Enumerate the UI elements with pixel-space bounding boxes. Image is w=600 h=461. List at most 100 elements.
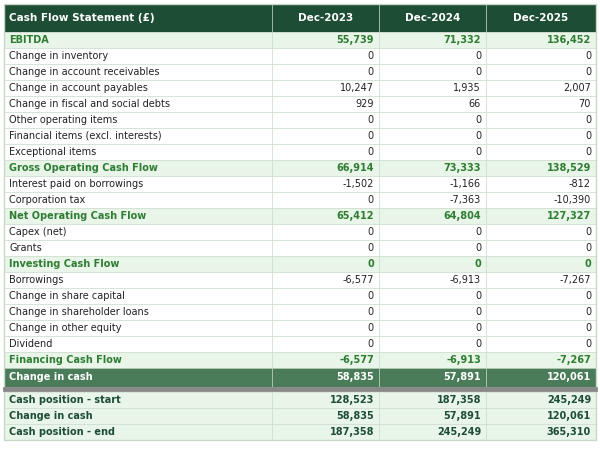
Text: 0: 0 [475,147,481,157]
Text: 0: 0 [368,227,374,237]
Text: 0: 0 [585,243,591,253]
FancyBboxPatch shape [4,64,272,80]
FancyBboxPatch shape [4,32,272,48]
Text: 71,332: 71,332 [443,35,481,45]
FancyBboxPatch shape [379,112,486,128]
FancyBboxPatch shape [379,64,486,80]
FancyBboxPatch shape [379,288,486,304]
FancyBboxPatch shape [4,176,272,192]
Text: -6,577: -6,577 [339,355,374,365]
FancyBboxPatch shape [4,160,272,176]
FancyBboxPatch shape [4,352,272,368]
Text: 0: 0 [368,339,374,349]
FancyBboxPatch shape [272,192,379,208]
FancyBboxPatch shape [4,192,272,208]
FancyBboxPatch shape [486,80,596,96]
Text: Change in other equity: Change in other equity [9,323,121,333]
Text: 0: 0 [367,259,374,269]
Text: 0: 0 [585,115,591,125]
FancyBboxPatch shape [4,256,272,272]
FancyBboxPatch shape [379,96,486,112]
FancyBboxPatch shape [486,368,596,387]
Text: 136,452: 136,452 [547,35,591,45]
FancyBboxPatch shape [486,112,596,128]
FancyBboxPatch shape [379,392,486,408]
FancyBboxPatch shape [486,176,596,192]
Text: Investing Cash Flow: Investing Cash Flow [9,259,119,269]
FancyBboxPatch shape [379,336,486,352]
FancyBboxPatch shape [272,96,379,112]
FancyBboxPatch shape [486,32,596,48]
Text: 127,327: 127,327 [547,211,591,221]
FancyBboxPatch shape [379,128,486,144]
Text: Change in account receivables: Change in account receivables [9,67,160,77]
Text: 0: 0 [368,291,374,301]
Text: -6,913: -6,913 [450,275,481,285]
FancyBboxPatch shape [4,4,272,32]
Text: EBITDA: EBITDA [9,35,49,45]
Text: 0: 0 [585,307,591,317]
FancyBboxPatch shape [486,392,596,408]
FancyBboxPatch shape [379,4,486,32]
FancyBboxPatch shape [379,32,486,48]
FancyBboxPatch shape [379,176,486,192]
FancyBboxPatch shape [486,304,596,320]
Text: Cash position - start: Cash position - start [9,395,121,405]
FancyBboxPatch shape [486,128,596,144]
FancyBboxPatch shape [486,160,596,176]
Text: 0: 0 [368,195,374,205]
Text: Net Operating Cash Flow: Net Operating Cash Flow [9,211,146,221]
Text: Change in inventory: Change in inventory [9,51,108,61]
Text: 57,891: 57,891 [443,411,481,421]
FancyBboxPatch shape [272,112,379,128]
FancyBboxPatch shape [379,80,486,96]
FancyBboxPatch shape [486,424,596,440]
FancyBboxPatch shape [272,424,379,440]
FancyBboxPatch shape [4,320,272,336]
Text: -7,267: -7,267 [560,275,591,285]
Text: 0: 0 [475,51,481,61]
FancyBboxPatch shape [4,48,272,64]
FancyBboxPatch shape [272,304,379,320]
FancyBboxPatch shape [486,224,596,240]
Text: 1,935: 1,935 [453,83,481,93]
Text: 0: 0 [585,131,591,141]
Text: 10,247: 10,247 [340,83,374,93]
FancyBboxPatch shape [4,224,272,240]
Text: 0: 0 [368,323,374,333]
Text: 0: 0 [368,51,374,61]
Text: 365,310: 365,310 [547,427,591,437]
FancyBboxPatch shape [4,208,272,224]
FancyBboxPatch shape [272,144,379,160]
Text: Cash position - end: Cash position - end [9,427,115,437]
Text: 120,061: 120,061 [547,411,591,421]
FancyBboxPatch shape [4,424,272,440]
FancyBboxPatch shape [272,160,379,176]
FancyBboxPatch shape [379,160,486,176]
FancyBboxPatch shape [486,256,596,272]
Text: -1,166: -1,166 [450,179,481,189]
Text: 0: 0 [585,51,591,61]
Text: -812: -812 [569,179,591,189]
Text: 0: 0 [585,227,591,237]
FancyBboxPatch shape [272,408,379,424]
FancyBboxPatch shape [272,288,379,304]
Text: Dec-2024: Dec-2024 [405,13,460,23]
Text: Financial items (excl. interests): Financial items (excl. interests) [9,131,161,141]
Text: 245,249: 245,249 [547,395,591,405]
FancyBboxPatch shape [486,48,596,64]
Text: 0: 0 [475,243,481,253]
FancyBboxPatch shape [379,320,486,336]
Text: Financing Cash Flow: Financing Cash Flow [9,355,122,365]
Text: 138,529: 138,529 [547,163,591,173]
FancyBboxPatch shape [4,144,272,160]
FancyBboxPatch shape [379,224,486,240]
FancyBboxPatch shape [486,64,596,80]
FancyBboxPatch shape [4,336,272,352]
Text: 0: 0 [584,259,591,269]
Text: 0: 0 [585,339,591,349]
Text: 187,358: 187,358 [437,395,481,405]
FancyBboxPatch shape [4,304,272,320]
FancyBboxPatch shape [272,208,379,224]
Text: 0: 0 [368,307,374,317]
